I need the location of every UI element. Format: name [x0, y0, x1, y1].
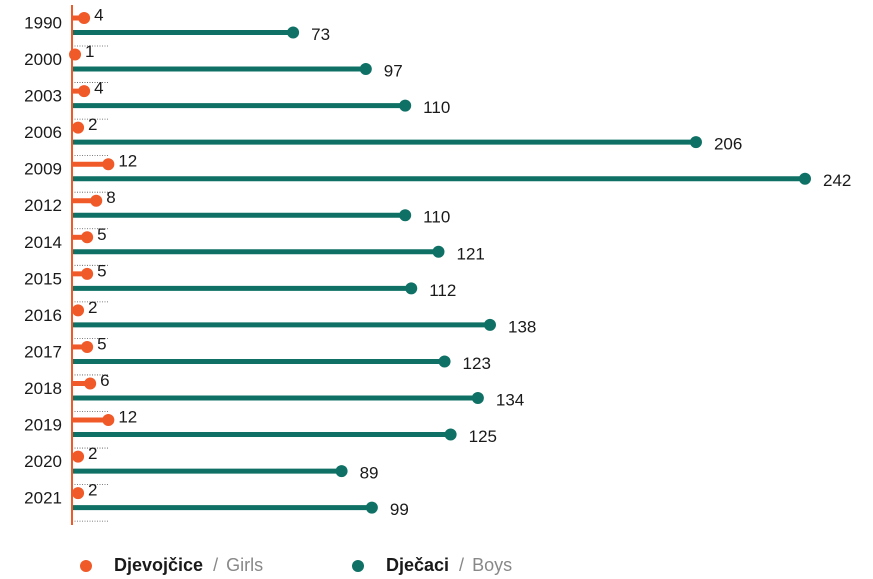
y-tick-label: 2006 — [24, 123, 62, 142]
legend-name: Dječaci — [386, 555, 449, 575]
dot — [799, 172, 811, 185]
dot — [432, 245, 445, 258]
plot: 1990 4 73 2000 1 97 2003 4 110 2006 2 206 2009 12 242 2… — [24, 5, 851, 525]
value-label: 134 — [496, 390, 524, 409]
legend-dot — [80, 560, 92, 572]
value-label: 73 — [311, 25, 330, 44]
dot — [444, 428, 457, 441]
dot — [287, 26, 300, 39]
y-tick-label: 1990 — [24, 13, 62, 32]
dot — [72, 450, 85, 463]
dot — [365, 501, 378, 514]
dot — [102, 414, 115, 427]
y-tick-label: 2003 — [24, 87, 62, 106]
dot — [81, 340, 94, 353]
dot — [359, 63, 372, 76]
y-tick-label: 2000 — [24, 50, 62, 69]
value-label: 5 — [97, 261, 106, 280]
value-label: 12 — [118, 408, 137, 427]
value-label: 138 — [508, 317, 536, 336]
dot — [689, 136, 702, 149]
legend-separator: / — [459, 555, 464, 575]
dot — [69, 48, 82, 61]
value-label: 1 — [85, 42, 94, 61]
legend-name-en: Boys — [472, 555, 512, 575]
dot — [438, 355, 451, 368]
y-tick-label: 2017 — [24, 342, 62, 361]
dot — [84, 377, 97, 390]
legend-dot — [352, 560, 364, 572]
dot — [90, 194, 103, 207]
value-label: 97 — [384, 62, 403, 81]
dot — [483, 318, 496, 331]
value-label: 2 — [88, 298, 97, 317]
y-tick-label: 2018 — [24, 379, 62, 398]
value-label: 112 — [429, 281, 456, 300]
value-label: 110 — [423, 98, 450, 117]
dot — [471, 392, 484, 404]
value-label: 2 — [88, 444, 97, 463]
y-tick-label: 2015 — [24, 269, 62, 288]
y-tick-label: 2009 — [24, 160, 62, 179]
value-label: 6 — [100, 371, 109, 390]
y-tick-label: 2021 — [24, 489, 62, 508]
value-label: 2 — [88, 481, 97, 500]
legend-name-en: Girls — [226, 555, 263, 575]
y-tick-label: 2019 — [24, 416, 62, 435]
dot — [81, 267, 94, 280]
value-label: 5 — [97, 225, 106, 244]
dot — [405, 282, 418, 295]
dot — [102, 158, 115, 171]
y-tick-label: 2016 — [24, 306, 62, 325]
legend-label: Dječaci / Boys — [386, 555, 512, 575]
value-label: 89 — [360, 464, 379, 483]
dot — [72, 121, 85, 134]
legend-name: Djevojčice — [114, 555, 203, 575]
dot — [335, 465, 348, 478]
value-label: 206 — [714, 135, 742, 154]
value-label: 123 — [463, 354, 491, 373]
y-tick-label: 2014 — [24, 233, 62, 252]
legend-separator: / — [213, 555, 218, 575]
dot — [78, 85, 91, 98]
dot — [72, 487, 85, 500]
dot — [78, 12, 91, 24]
value-label: 242 — [823, 171, 851, 190]
value-label: 4 — [94, 79, 103, 98]
dot — [399, 99, 412, 112]
value-label: 4 — [94, 5, 103, 24]
value-label: 110 — [423, 208, 450, 227]
legend-label: Djevojčice / Girls — [114, 555, 263, 575]
value-label: 125 — [469, 427, 497, 446]
value-label: 8 — [106, 188, 115, 207]
value-label: 5 — [97, 334, 106, 353]
legend: Djevojčice / Girls Dječaci / Boys — [80, 555, 512, 575]
value-label: 2 — [88, 115, 97, 134]
y-tick-label: 2012 — [24, 196, 62, 215]
y-tick-label: 2020 — [24, 452, 62, 471]
value-label: 12 — [118, 152, 137, 171]
dot — [72, 304, 85, 317]
value-label: 99 — [390, 500, 409, 519]
dot — [399, 209, 412, 222]
dot — [81, 231, 94, 244]
value-label: 121 — [457, 244, 485, 263]
